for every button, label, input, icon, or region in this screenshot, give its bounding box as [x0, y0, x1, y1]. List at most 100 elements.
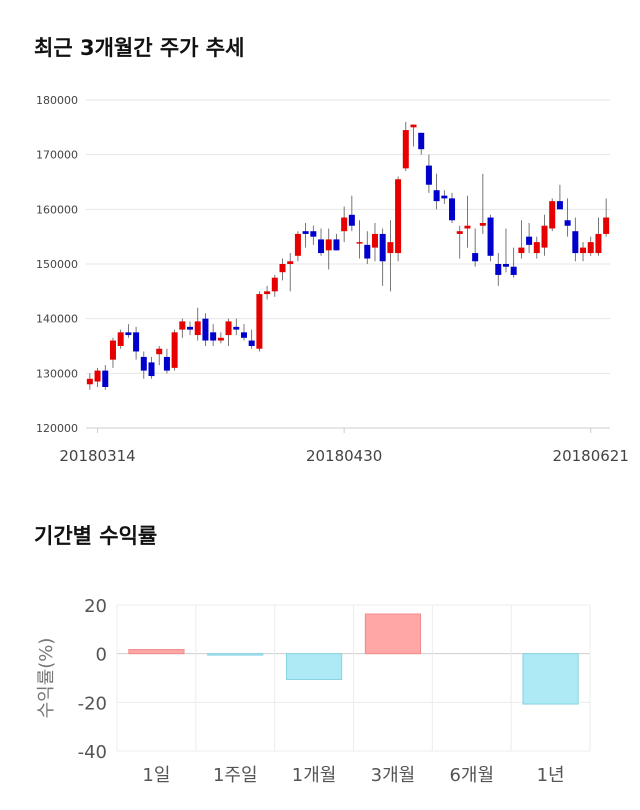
candle — [449, 192, 456, 223]
candle-body — [171, 332, 178, 368]
y-tick-label: 160000 — [36, 203, 78, 216]
candle — [580, 242, 587, 262]
candle-body — [418, 132, 425, 150]
candle-body — [318, 239, 325, 254]
candle-body — [379, 233, 386, 262]
return-bar — [364, 613, 422, 655]
candle — [433, 173, 440, 210]
candlestick-chart: 120000 130000 140000 150000 160000 170000 1800… — [36, 94, 629, 465]
candle-body — [179, 321, 186, 330]
candle-body — [271, 277, 278, 292]
candle — [341, 206, 348, 243]
candle — [140, 351, 147, 379]
candle-body — [441, 195, 448, 199]
candle — [325, 228, 332, 270]
candle — [156, 346, 163, 366]
candle — [233, 318, 240, 336]
category-label: 3개월 — [371, 765, 416, 786]
candle — [549, 198, 556, 232]
candle — [603, 198, 610, 237]
x-tick-label: 20180621 — [553, 447, 629, 465]
candle-body — [348, 214, 355, 226]
category-label: 1주일 — [213, 765, 258, 786]
y-tick-label: 180000 — [36, 94, 78, 107]
candle — [271, 274, 278, 297]
candle — [179, 318, 186, 338]
candle — [395, 176, 402, 262]
candle-body — [94, 370, 101, 382]
candle — [441, 190, 448, 204]
period-returns-title: 기간별 수익률 — [34, 524, 158, 548]
y-tick-label: -20 — [78, 693, 107, 714]
candle — [595, 217, 602, 256]
y-tick-label: 130000 — [36, 367, 78, 380]
return-bar — [285, 653, 343, 680]
candle — [387, 220, 394, 292]
candle — [410, 124, 417, 147]
candle — [248, 329, 255, 349]
candle-body — [533, 242, 540, 254]
x-tick-label: 20180314 — [59, 447, 135, 465]
candle — [202, 313, 209, 346]
candle — [572, 217, 579, 262]
candle — [518, 220, 525, 259]
candle-body — [472, 253, 479, 262]
candle — [279, 258, 286, 281]
x-tick-label: 20180430 — [306, 447, 382, 465]
candle-body — [564, 220, 571, 226]
candle-body — [86, 378, 93, 385]
candle-body — [549, 201, 556, 229]
candle-body — [302, 231, 309, 234]
candle — [356, 220, 363, 259]
y-tick-label: 20 — [84, 596, 107, 617]
category-label: 1개월 — [292, 765, 337, 786]
candle-body — [556, 201, 563, 210]
candle-body — [495, 264, 502, 275]
candle — [240, 324, 247, 341]
candle — [171, 329, 178, 371]
candle — [464, 195, 471, 248]
candle — [425, 154, 432, 193]
candle-body — [294, 233, 301, 256]
candle-body — [217, 337, 224, 341]
candle-body — [464, 225, 471, 229]
candle — [402, 121, 409, 172]
candle-body — [187, 326, 194, 330]
candle-body — [264, 291, 271, 295]
candle — [564, 198, 571, 237]
candle-body — [526, 236, 533, 245]
candle-body — [595, 233, 602, 254]
candle — [125, 324, 132, 338]
candle — [94, 367, 101, 387]
candle — [479, 173, 486, 234]
candle — [294, 231, 301, 262]
candle — [472, 228, 479, 267]
candle — [187, 321, 194, 336]
candle — [371, 223, 378, 262]
candle — [86, 373, 93, 390]
candle-body — [133, 332, 140, 352]
candle-body — [587, 242, 594, 254]
candle-body — [109, 340, 116, 360]
return-bar — [128, 649, 185, 655]
candle-body — [287, 261, 294, 264]
candle-body — [402, 130, 409, 169]
candle — [333, 233, 340, 251]
candle — [109, 337, 116, 368]
candle — [379, 228, 386, 286]
candle-body — [510, 266, 517, 275]
candle-body — [240, 332, 247, 338]
candle-body — [572, 231, 579, 254]
candle-body — [518, 247, 525, 254]
candle-body — [333, 239, 340, 251]
candle-body — [202, 318, 209, 341]
candle-body — [456, 231, 463, 234]
candle-body — [325, 239, 332, 251]
price-trend-title: 최근 3개월간 주가 추세 — [34, 36, 245, 60]
candle — [148, 356, 155, 379]
candle-body — [479, 223, 486, 226]
candle-body — [487, 217, 494, 256]
candle — [318, 228, 325, 256]
candle-body — [449, 198, 456, 221]
